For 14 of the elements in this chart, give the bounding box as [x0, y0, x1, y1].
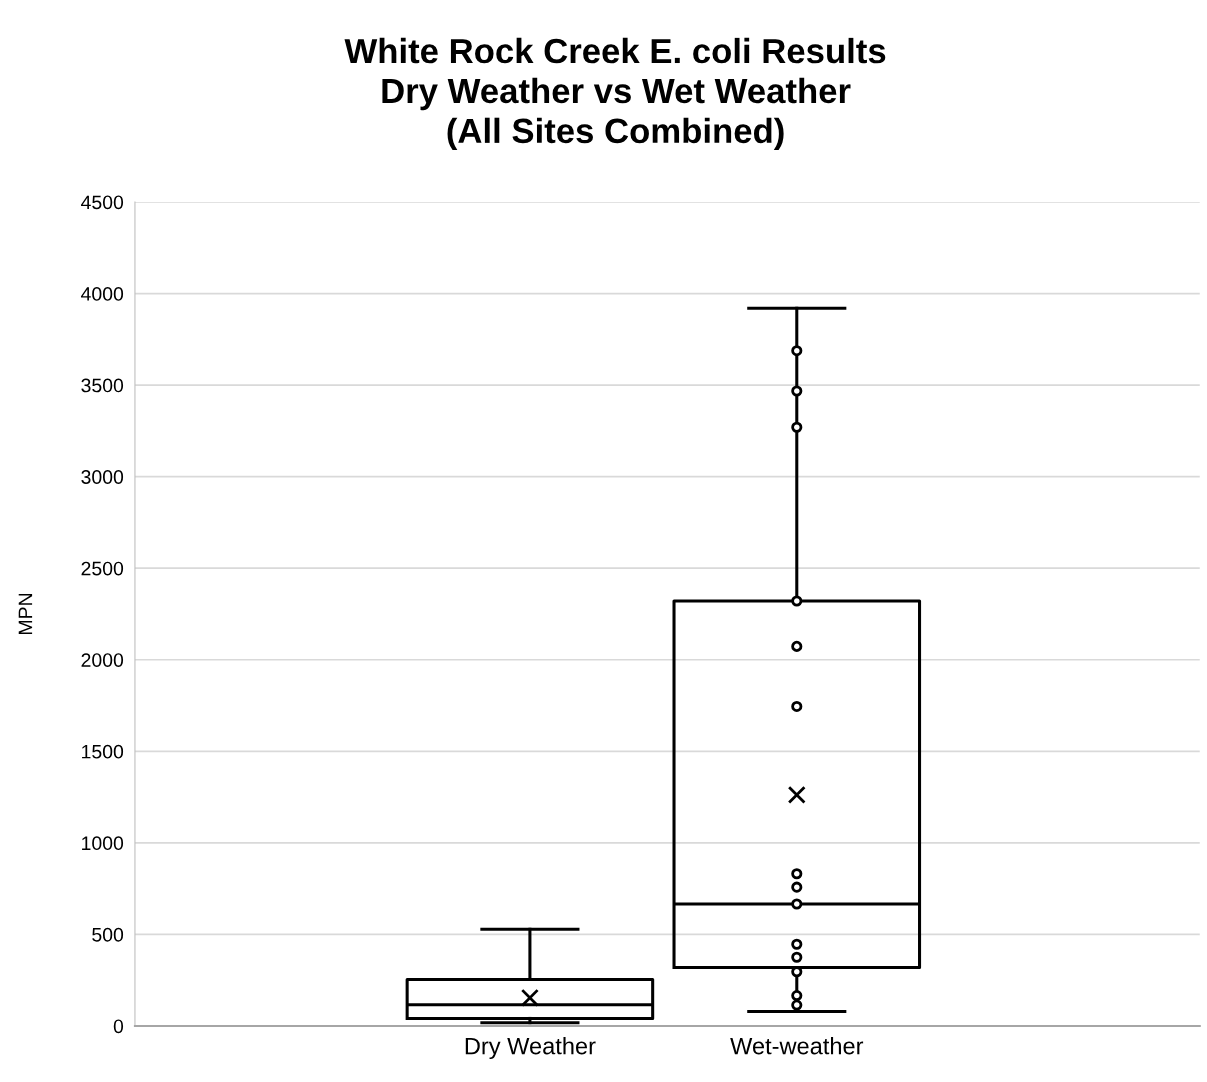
y-tick-label: 2000: [81, 653, 124, 667]
y-tick-label: 1500: [82, 744, 124, 759]
y-tick-label: 2500: [81, 561, 124, 576]
x-tick-label: Dry Weather: [465, 1037, 596, 1060]
x-tick-label: Wet-weather: [730, 1037, 864, 1055]
y-tick-label: 4500: [81, 195, 124, 210]
y-tick-label: 4000: [81, 287, 124, 301]
y-tick-label: 0: [113, 1019, 124, 1034]
y-tick-label: 1000: [82, 836, 124, 851]
y-axis-title: MPN: [18, 593, 33, 634]
y-tick-label: 3000: [81, 470, 124, 484]
y-tick-label: 3500: [81, 378, 124, 393]
chart-title: White Rock Creek E. coli Results Dry Weather vs Wet Weather (All Sites Combined): [344, 37, 886, 151]
y-tick-label: 500: [92, 927, 124, 942]
